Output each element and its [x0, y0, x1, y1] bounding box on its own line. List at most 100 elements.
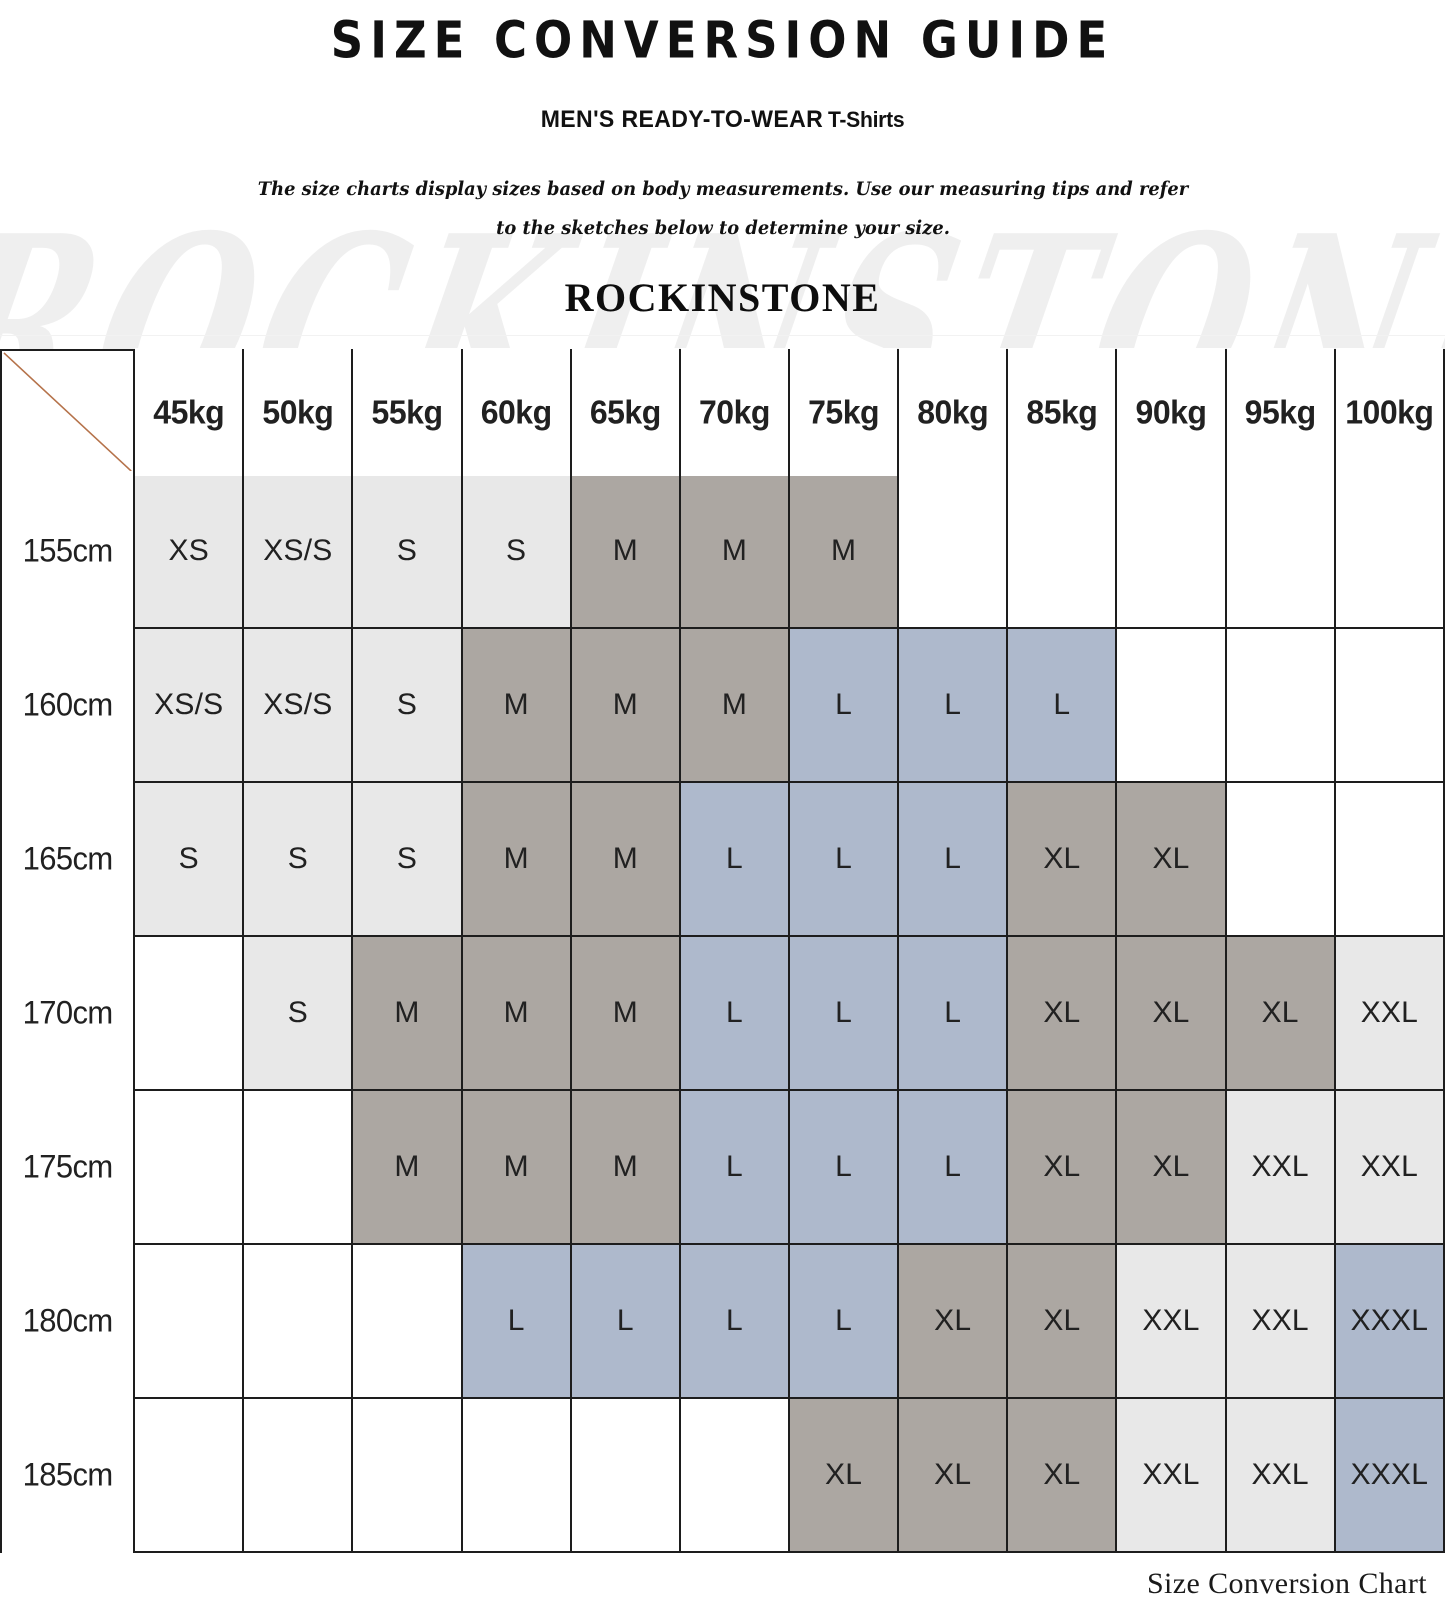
weight-column-header: 75kg [788, 345, 900, 478]
size-cell: XL [1006, 1242, 1118, 1399]
weight-column-header: 70kg [678, 345, 791, 478]
size-cell: S [351, 626, 463, 783]
size-cell: L [788, 934, 900, 1091]
height-row-header: 185cm [0, 1392, 136, 1557]
table-row: 155cm XS XS/S S S M M M [0, 468, 1445, 633]
subtitle-category: MEN'S READY-TO-WEAR [540, 105, 824, 133]
weight-column-header: 45kg [133, 345, 245, 478]
size-cell: L [678, 780, 791, 937]
weight-column-header: 55kg [351, 345, 463, 478]
size-cell: L [897, 934, 1009, 1091]
size-cell: XXXL [1333, 1242, 1445, 1399]
size-cell: XL [897, 1242, 1009, 1399]
size-table-container: 45kg 50kg 55kg 60kg 65kg 70kg 75kg 80kg 85kg 90kg… [0, 345, 1445, 1557]
size-cell: XL [788, 1396, 900, 1553]
size-cell: S [460, 472, 572, 629]
weight-column-header: 85kg [1006, 345, 1118, 478]
weight-column-header: 100kg [1333, 345, 1445, 478]
size-cell-empty [569, 1396, 681, 1553]
size-cell: L [788, 780, 900, 937]
page-header: SIZE CONVERSION GUIDE MEN'S READY-TO-WEA… [0, 0, 1445, 321]
size-cell-empty [242, 1242, 354, 1399]
subtitle: MEN'S READY-TO-WEAR T-Shirts [29, 66, 1416, 134]
height-row-header: 160cm [0, 622, 136, 787]
size-cell: L [897, 626, 1009, 783]
size-cell: M [569, 1088, 681, 1245]
weight-column-header: 80kg [897, 345, 1009, 478]
size-cell: M [460, 780, 572, 937]
height-row-header: 155cm [0, 468, 136, 633]
size-cell: XS [133, 472, 245, 629]
size-cell-empty [1333, 472, 1445, 629]
size-cell: XL [1115, 1088, 1227, 1245]
size-cell-empty [1333, 626, 1445, 783]
size-cell: L [788, 1242, 900, 1399]
size-cell: S [242, 934, 354, 1091]
table-row: 175cm M M M L L L XL XL XXL XXL [0, 1084, 1445, 1249]
table-row: 170cm S M M M L L L XL XL XL XXL [0, 930, 1445, 1095]
size-cell-empty [1224, 472, 1336, 629]
table-row: 165cm S S S M M L L L XL XL [0, 776, 1445, 941]
size-cell-empty [133, 1396, 245, 1553]
page-title: SIZE CONVERSION GUIDE [330, 10, 1115, 70]
size-cell: M [460, 934, 572, 1091]
height-row-header: 175cm [0, 1084, 136, 1249]
diagonal-divider-icon [3, 352, 132, 472]
height-row-header: 165cm [0, 776, 136, 941]
size-cell-empty [1224, 626, 1336, 783]
watermark-rule [0, 335, 1445, 336]
size-cell: L [678, 934, 791, 1091]
size-cell: XS/S [133, 626, 245, 783]
size-cell-empty [133, 1242, 245, 1399]
size-cell-empty [1224, 780, 1336, 937]
size-cell: XXL [1115, 1396, 1227, 1553]
size-cell: XL [1006, 780, 1118, 937]
size-cell: L [788, 626, 900, 783]
size-cell: L [897, 1088, 1009, 1245]
size-cell: M [351, 934, 463, 1091]
size-cell-empty [133, 934, 245, 1091]
size-cell: S [351, 780, 463, 937]
size-cell: XXXL [1333, 1396, 1445, 1553]
size-cell-empty [242, 1396, 354, 1553]
table-row: 160cm XS/S XS/S S M M M L L L [0, 622, 1445, 787]
weight-column-header: 50kg [242, 345, 354, 478]
size-cell: M [460, 626, 572, 783]
size-cell: S [133, 780, 245, 937]
size-cell: M [351, 1088, 463, 1245]
size-cell: XXL [1333, 1088, 1445, 1245]
size-cell-empty [1333, 780, 1445, 937]
size-cell-empty [242, 1088, 354, 1245]
size-cell: XXL [1224, 1088, 1336, 1245]
size-cell: XL [1115, 780, 1227, 937]
size-cell: XXL [1333, 934, 1445, 1091]
size-cell: M [460, 1088, 572, 1245]
size-cell-empty [1115, 626, 1227, 783]
subtitle-garment: T-Shirts [827, 106, 905, 132]
brand-name: ROCKINSTONE [564, 274, 881, 320]
size-cell: M [678, 472, 791, 629]
size-conversion-table: 45kg 50kg 55kg 60kg 65kg 70kg 75kg 80kg 85kg 90kg… [0, 345, 1445, 1557]
size-cell: XXL [1224, 1242, 1336, 1399]
size-cell: L [678, 1088, 791, 1245]
size-cell: M [569, 780, 681, 937]
size-cell: XXL [1115, 1242, 1227, 1399]
size-cell: XL [1115, 934, 1227, 1091]
size-cell: XL [1006, 1088, 1118, 1245]
weight-column-header: 90kg [1115, 345, 1227, 478]
weight-column-header: 60kg [460, 345, 572, 478]
size-cell: L [460, 1242, 572, 1399]
size-cell-empty [351, 1242, 463, 1399]
size-cell-empty [133, 1088, 245, 1245]
size-cell: M [569, 626, 681, 783]
footer-caption: Size Conversion Chart [1146, 1566, 1427, 1600]
size-cell: M [788, 472, 900, 629]
size-cell: XS/S [242, 472, 354, 629]
size-cell-empty [460, 1396, 572, 1553]
size-cell: L [788, 1088, 900, 1245]
corner-cell-diagonal [0, 348, 136, 475]
size-cell: XL [1006, 1396, 1118, 1553]
size-cell: XS/S [242, 626, 354, 783]
weight-column-header: 95kg [1224, 345, 1336, 478]
size-cell: L [1006, 626, 1118, 783]
